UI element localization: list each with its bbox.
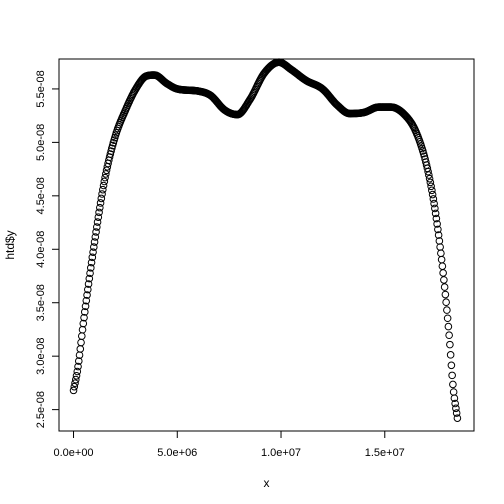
y-axis: 2.5e-08 3.0e-08 3.5e-08 4.0e-08 4.5e-08 5.0e-… — [35, 70, 60, 428]
data-point — [446, 351, 455, 359]
data-point — [425, 171, 433, 179]
data-point — [81, 302, 90, 311]
data-point — [74, 357, 83, 365]
data-point — [102, 170, 110, 178]
data-point — [83, 291, 91, 299]
data-point — [452, 409, 461, 417]
data-point — [95, 208, 103, 217]
data-point — [452, 404, 460, 413]
data-point — [449, 380, 457, 389]
data-point — [441, 290, 450, 299]
data-point — [434, 225, 442, 234]
data-point — [70, 382, 79, 391]
data-point — [96, 199, 105, 207]
data-point — [97, 194, 106, 203]
data-point — [428, 190, 437, 199]
y-tick-label: 3.5e-08 — [35, 284, 47, 321]
data-point — [72, 371, 81, 380]
data-point — [420, 152, 429, 161]
data-point — [443, 314, 452, 323]
data-point — [429, 195, 438, 203]
data-point — [93, 223, 101, 231]
data-point — [69, 386, 78, 395]
data-point — [80, 308, 89, 316]
y-tick-label: 2.5e-08 — [35, 391, 47, 428]
data-point — [90, 243, 98, 251]
data-point — [440, 283, 449, 291]
data-point — [443, 306, 451, 314]
data-point — [448, 371, 456, 380]
data-point — [74, 362, 82, 371]
data-point — [435, 237, 444, 245]
y-tick-label: 4.0e-08 — [35, 231, 47, 268]
data-point — [100, 177, 109, 186]
data-point — [84, 280, 93, 288]
data-point — [431, 209, 440, 218]
data-point — [80, 313, 88, 322]
data-point — [425, 174, 434, 183]
data-point — [99, 185, 107, 194]
data-point — [446, 340, 454, 349]
y-tick-label: 5.0e-08 — [35, 124, 47, 161]
data-point — [86, 269, 94, 277]
data-point — [93, 218, 102, 226]
data-point — [428, 186, 436, 195]
y-axis-label: htd$y — [3, 230, 17, 259]
data-point — [96, 203, 104, 212]
data-point — [92, 228, 100, 236]
y-tick-label: 4.5e-08 — [35, 177, 47, 214]
data-point — [447, 361, 456, 370]
data-point — [79, 319, 88, 328]
data-point — [89, 248, 97, 256]
data-point — [102, 166, 111, 175]
x-tick-label: 1.5e+07 — [365, 447, 405, 459]
data-point — [71, 375, 80, 384]
data-point — [82, 296, 91, 305]
y-tick-label: 5.5e-08 — [35, 70, 47, 107]
x-tick-label: 5.0e+06 — [157, 447, 197, 459]
data-points — [69, 58, 462, 422]
x-axis: 0.0e+00 5.0e+06 1.0e+07 1.5e+07 — [53, 430, 405, 459]
data-point — [87, 258, 96, 267]
data-point — [87, 264, 95, 272]
x-tick-label: 0.0e+00 — [53, 447, 93, 459]
data-point — [101, 173, 109, 182]
data-point — [442, 298, 450, 307]
data-point — [94, 213, 103, 221]
data-point — [433, 220, 441, 228]
data-point — [84, 285, 92, 294]
data-point — [451, 399, 459, 408]
data-point — [427, 182, 435, 191]
x-axis-label: x — [264, 476, 270, 490]
data-point — [450, 394, 459, 403]
data-point — [431, 204, 439, 213]
y-tick-label: 3.0e-08 — [35, 338, 47, 375]
data-point — [99, 181, 108, 190]
data-point — [73, 367, 82, 376]
data-point — [71, 379, 79, 387]
data-point — [432, 214, 441, 223]
data-point — [430, 199, 438, 208]
data-point — [91, 233, 100, 241]
x-tick-label: 1.0e+07 — [261, 447, 301, 459]
data-point — [424, 167, 432, 176]
data-point — [445, 331, 453, 340]
data-point — [88, 253, 97, 262]
data-point — [453, 414, 462, 422]
data-point — [440, 276, 448, 284]
data-point — [426, 178, 435, 187]
data-point — [444, 322, 453, 331]
data-point — [98, 190, 106, 198]
data-point — [107, 147, 115, 155]
data-point — [90, 238, 99, 246]
data-point — [434, 231, 443, 239]
data-point — [85, 274, 94, 283]
data-point — [106, 150, 115, 158]
